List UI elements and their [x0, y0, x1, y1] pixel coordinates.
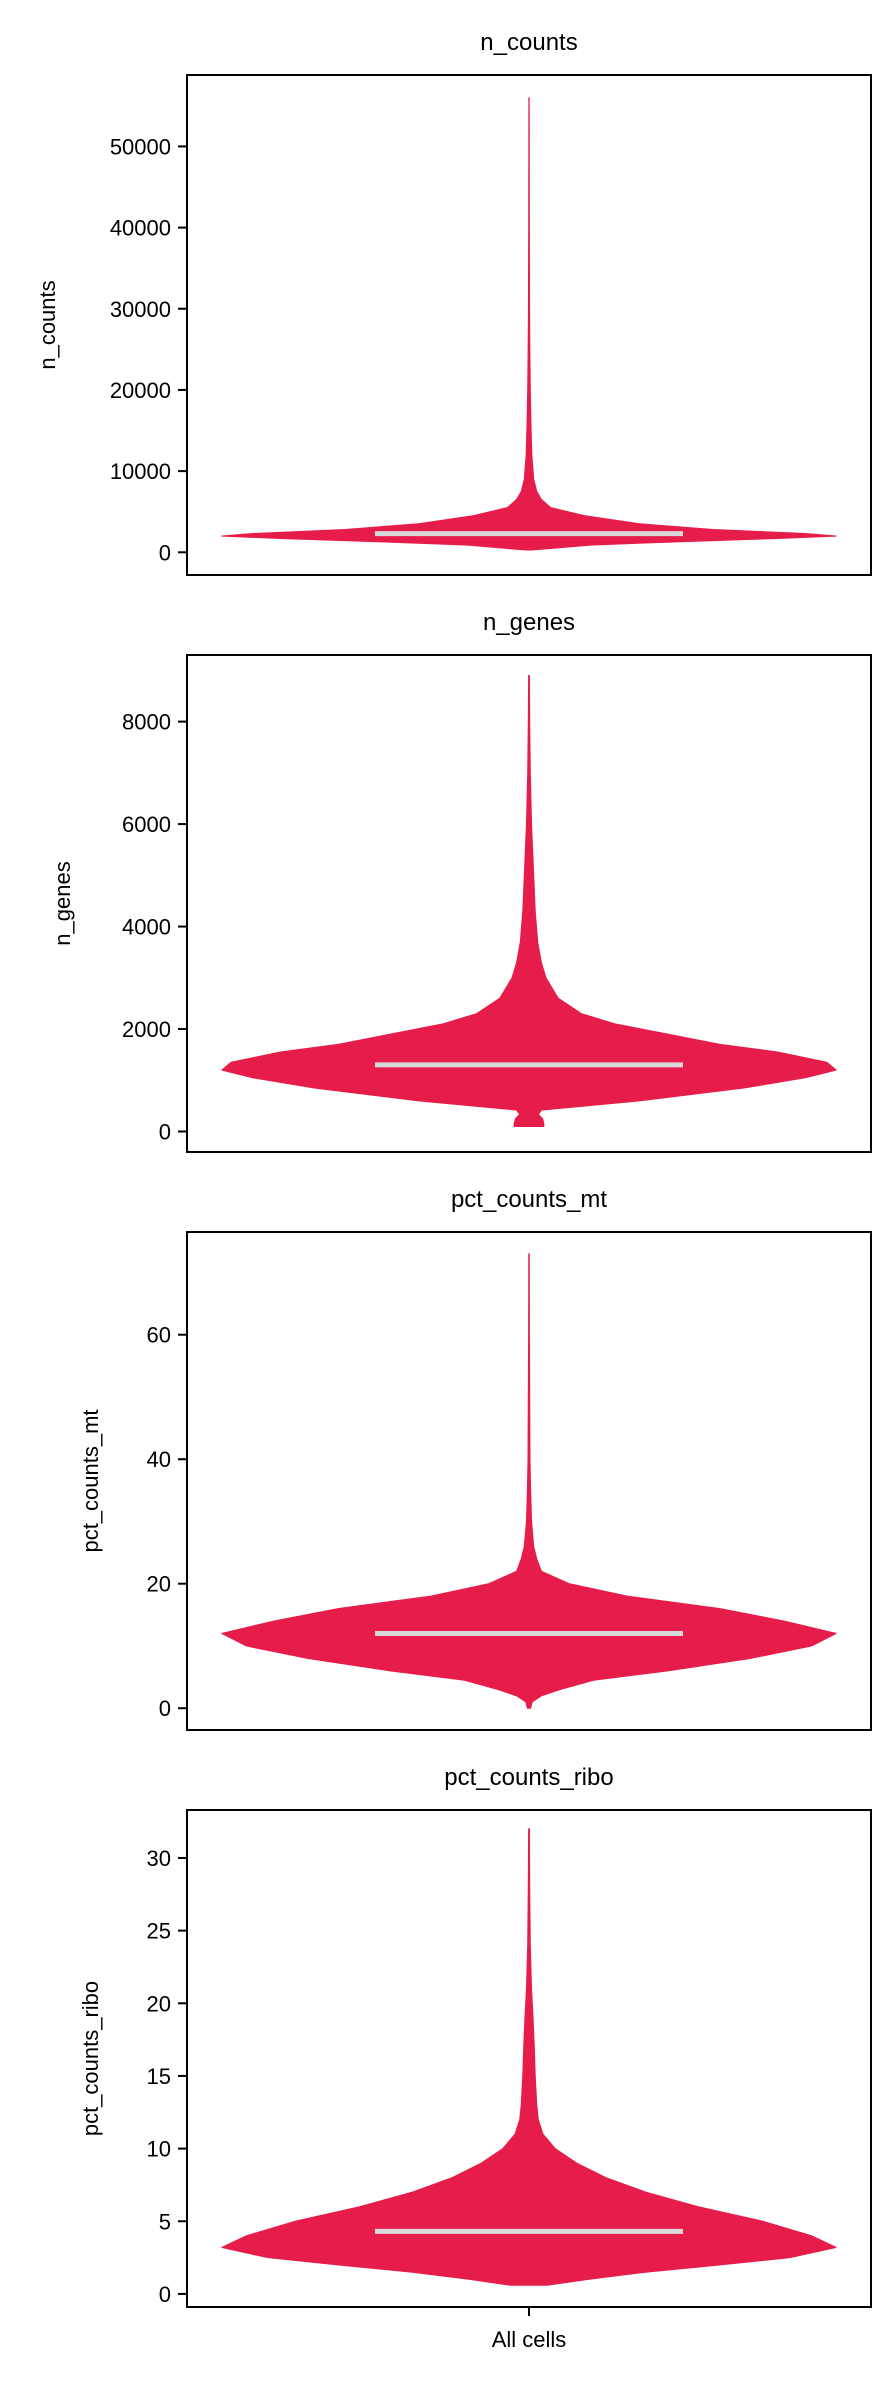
plot-frame [186, 654, 872, 1153]
panel-title: n_genes [483, 609, 575, 636]
panel-pct-counts-mt: 0 20 40 60 pct_counts_mt pct_counts_mt [78, 1186, 872, 1731]
violin-body [221, 1253, 837, 1709]
plot-frame [186, 1231, 872, 1731]
y-tick-label: 25 [147, 1919, 171, 1944]
y-tick-label: 5 [159, 2209, 171, 2234]
y-tick-label: 4000 [122, 915, 171, 940]
panel-title: pct_counts_ribo [444, 1764, 613, 1791]
y-tick-label: 50000 [110, 134, 171, 159]
y-axis-label: pct_counts_mt [78, 1409, 103, 1552]
y-tick-label: 10 [147, 2137, 171, 2162]
y-tick-label: 60 [147, 1323, 171, 1348]
y-tick-label: 0 [159, 1120, 171, 1145]
y-tick-label: 6000 [122, 812, 171, 837]
panel-n-counts: 0 10000 20000 30000 40000 50000 n_counts n_coun… [35, 29, 872, 576]
panel-title: pct_counts_mt [451, 1186, 607, 1213]
y-tick-label: 15 [147, 2064, 171, 2089]
x-tick-label: All cells [492, 2327, 567, 2352]
y-tick-label: 20000 [110, 378, 171, 403]
violin-body [221, 1828, 837, 2286]
violin-body [221, 674, 837, 1127]
y-tick-label: 40 [147, 1447, 171, 1472]
panel-pct-counts-ribo: 0 5 10 15 20 25 30 pct_counts_ribo pct_counts_ri… [78, 1764, 872, 2352]
y-tick-label: 0 [159, 1696, 171, 1721]
y-tick-label: 30 [147, 1846, 171, 1871]
y-axis-label: n_genes [50, 861, 75, 945]
y-tick-label: 10000 [110, 459, 171, 484]
y-tick-label: 20 [147, 1572, 171, 1597]
panel-n-genes: 0 2000 4000 6000 8000 n_genes n_genes [50, 609, 872, 1153]
y-tick-label: 8000 [122, 710, 171, 735]
y-tick-label: 40000 [110, 216, 171, 241]
y-tick-label: 30000 [110, 297, 171, 322]
y-axis-label: n_counts [35, 280, 60, 369]
y-tick-label: 2000 [122, 1017, 171, 1042]
y-tick-label: 0 [159, 2282, 171, 2307]
violin-body [221, 97, 837, 551]
plot-frame [186, 74, 872, 576]
y-tick-label: 20 [147, 1991, 171, 2016]
y-tick-label: 0 [159, 540, 171, 565]
y-axis-label: pct_counts_ribo [78, 1981, 103, 2136]
panel-title: n_counts [480, 29, 577, 56]
